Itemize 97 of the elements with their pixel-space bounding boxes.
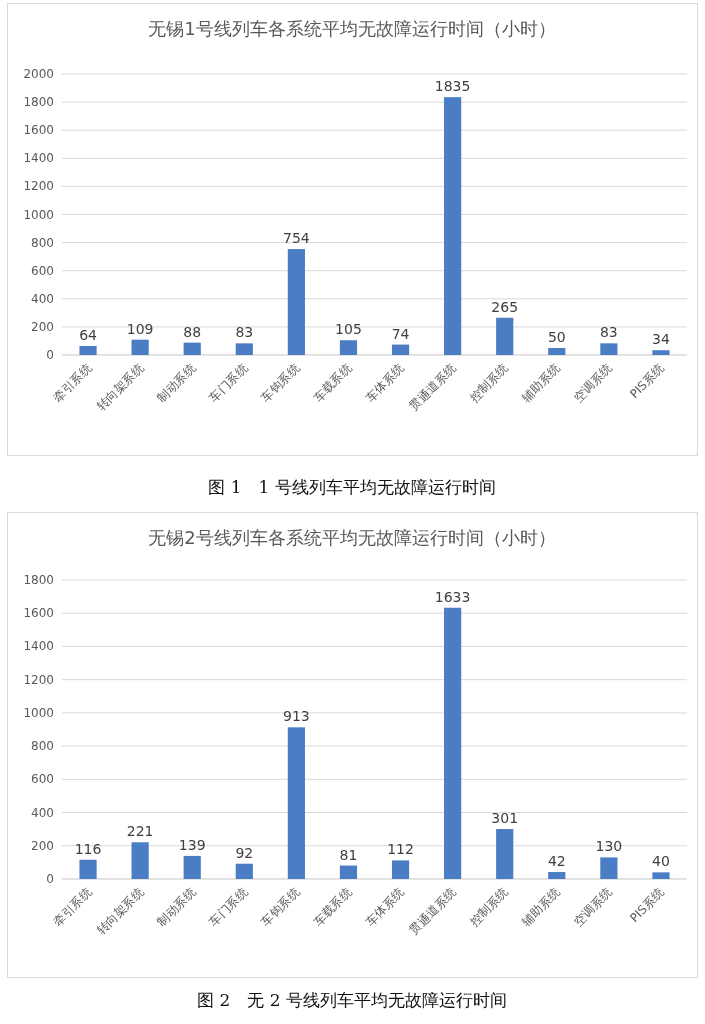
x-tick-label: 车钩系统 xyxy=(258,885,303,930)
data-label: 40 xyxy=(652,853,670,870)
x-tick-label: 贯通道系统 xyxy=(406,885,459,938)
data-label: 130 xyxy=(595,838,623,855)
y-tick-label: 1200 xyxy=(23,672,54,687)
x-tick-label: 车载系统 xyxy=(310,361,355,406)
data-label: 112 xyxy=(387,841,414,858)
data-label: 301 xyxy=(491,810,519,826)
data-label: 83 xyxy=(599,324,618,341)
data-label: 34 xyxy=(652,331,670,348)
bar xyxy=(183,855,201,879)
bar xyxy=(339,865,358,879)
data-label: 754 xyxy=(283,230,310,247)
y-tick-label: 0 xyxy=(46,872,54,886)
data-label: 64 xyxy=(79,327,98,344)
y-tick-label: 600 xyxy=(31,263,54,278)
x-tick-label: 牵引系统 xyxy=(50,885,95,930)
data-label: 105 xyxy=(335,321,362,338)
bar xyxy=(391,860,410,879)
y-tick-label: 1400 xyxy=(23,639,54,654)
y-tick-label: 400 xyxy=(31,805,54,820)
bar xyxy=(287,727,305,879)
x-tick-label: 车门系统 xyxy=(206,361,251,406)
bar xyxy=(79,346,97,355)
chart-title: 无锡1号线列车各系统平均无故障运行时间（小时） xyxy=(148,18,556,39)
x-tick-label: 车载系统 xyxy=(310,885,355,930)
data-label: 1835 xyxy=(434,78,471,95)
bar xyxy=(235,343,253,355)
x-tick-label: 车体系统 xyxy=(362,361,407,406)
x-tick-label: 转向架系统 xyxy=(93,885,147,938)
x-tick-label: 车门系统 xyxy=(206,885,251,930)
bar xyxy=(444,97,462,355)
y-tick-label: 1400 xyxy=(23,151,54,166)
bar xyxy=(287,249,305,355)
data-label: 92 xyxy=(235,844,254,861)
y-tick-label: 0 xyxy=(46,348,54,362)
y-tick-label: 400 xyxy=(31,291,54,306)
x-tick-label: 制动系统 xyxy=(154,361,199,406)
bar xyxy=(600,343,618,355)
y-tick-label: 1800 xyxy=(23,573,54,587)
x-tick-label: 控制系统 xyxy=(466,885,511,930)
y-tick-label: 600 xyxy=(31,772,54,787)
y-tick-label: 800 xyxy=(31,739,54,754)
data-label: 83 xyxy=(235,324,254,341)
x-tick-label: 控制系统 xyxy=(466,361,511,406)
data-label: 88 xyxy=(183,323,202,340)
y-tick-label: 1800 xyxy=(23,95,54,110)
y-tick-label: 2000 xyxy=(23,67,54,81)
bar xyxy=(548,347,566,355)
bar xyxy=(339,340,358,355)
data-label: 265 xyxy=(491,298,519,315)
x-tick-label: PIS系统 xyxy=(627,361,668,402)
x-tick-label: 辅助系统 xyxy=(519,361,563,406)
y-tick-label: 1600 xyxy=(23,606,54,621)
y-tick-label: 1200 xyxy=(23,179,54,194)
x-tick-label: 牵引系统 xyxy=(50,361,95,406)
data-label: 81 xyxy=(339,846,358,863)
bar xyxy=(131,339,149,355)
data-label: 116 xyxy=(74,840,102,857)
caption: 图 1 1 号线列车平均无故障运行时间 xyxy=(208,477,496,497)
data-label: 109 xyxy=(126,320,154,337)
bar xyxy=(79,859,97,879)
data-label: 42 xyxy=(547,853,566,870)
y-tick-label: 200 xyxy=(31,838,54,853)
bar xyxy=(235,863,253,879)
x-tick-label: 空调系统 xyxy=(571,885,615,930)
x-tick-label: 贯通道系统 xyxy=(406,361,459,414)
x-tick-label: PIS系统 xyxy=(627,885,668,926)
data-label: 74 xyxy=(391,325,410,342)
x-tick-label: 空调系统 xyxy=(571,361,615,406)
x-tick-label: 车钩系统 xyxy=(258,361,303,406)
bar xyxy=(496,829,514,879)
data-label: 913 xyxy=(283,708,310,725)
bar xyxy=(652,350,670,355)
bar xyxy=(496,317,514,355)
y-tick-label: 800 xyxy=(31,235,54,250)
data-label: 50 xyxy=(547,328,566,345)
bar xyxy=(548,872,566,879)
bar xyxy=(183,342,201,355)
x-tick-label: 车体系统 xyxy=(362,885,407,930)
bar xyxy=(652,872,670,879)
bar xyxy=(600,857,618,879)
caption: 图 2 无 2 号线列车平均无故障运行时间 xyxy=(197,990,507,1010)
x-tick-label: 辅助系统 xyxy=(519,885,563,930)
chart-title: 无锡2号线列车各系统平均无故障运行时间（小时） xyxy=(148,527,556,548)
bar xyxy=(444,607,462,879)
y-tick-label: 200 xyxy=(31,319,54,334)
y-tick-label: 1000 xyxy=(23,207,54,222)
data-label: 221 xyxy=(126,823,154,840)
bar xyxy=(391,344,410,355)
data-label: 1633 xyxy=(434,588,471,605)
x-tick-label: 制动系统 xyxy=(154,885,199,930)
y-tick-label: 1600 xyxy=(23,123,54,138)
x-tick-label: 转向架系统 xyxy=(93,361,147,414)
y-tick-label: 1000 xyxy=(23,705,54,720)
data-label: 139 xyxy=(178,836,206,853)
bar xyxy=(131,842,149,879)
